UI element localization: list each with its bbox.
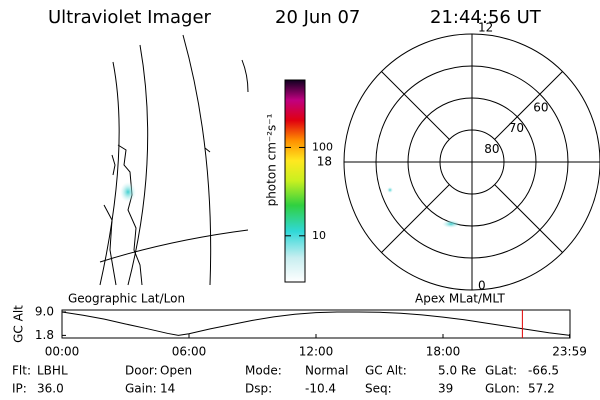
x-tick-label: 12:00 xyxy=(299,345,334,359)
colorbar xyxy=(284,79,306,283)
geographic-map xyxy=(99,34,249,286)
aurora-spot xyxy=(387,187,393,193)
status-key: Seq: xyxy=(365,382,392,396)
colorbar-label: photon cm⁻²s⁻¹ xyxy=(265,113,279,206)
status-value: 14 xyxy=(160,382,175,396)
timeline: 00:00 06:00 12:00 18:00 23:59 9.0 1.8 xyxy=(35,304,587,358)
y-tick-label: 1.8 xyxy=(35,328,54,342)
status-key: GC Alt: xyxy=(365,364,407,378)
status-value: -66.5 xyxy=(528,364,559,378)
polar-plot: 807060126018 xyxy=(317,21,600,293)
x-tick-label: 06:00 xyxy=(172,345,207,359)
colorbar-tick-label: 10 xyxy=(312,229,326,242)
status-bar: Flt: LBHL Door: Open Mode: Normal GC Alt: 5.0 R… xyxy=(12,364,559,396)
status-key: Gain: xyxy=(125,382,157,396)
status-key: Mode: xyxy=(245,364,282,378)
status-key: IP: xyxy=(12,382,27,396)
y-axis-label: GC Alt xyxy=(12,305,26,343)
mlt-line xyxy=(381,71,450,140)
mlt-label: 0 xyxy=(478,279,486,293)
lat-label: 60 xyxy=(533,101,548,115)
status-value: 39 xyxy=(438,382,453,396)
status-value: Normal xyxy=(305,364,348,378)
status-value: LBHL xyxy=(37,364,68,378)
altitude-line xyxy=(61,311,571,336)
mlt-label: 12 xyxy=(478,21,493,35)
status-value: Open xyxy=(160,364,192,378)
aurora-spot xyxy=(442,220,460,228)
status-key: Door: xyxy=(125,364,158,378)
mlt-line xyxy=(494,184,563,253)
left-label: Geographic Lat/Lon xyxy=(68,292,185,306)
aurora-spot xyxy=(120,182,136,202)
mlt-line xyxy=(494,71,563,140)
title: Ultraviolet Imager xyxy=(48,7,212,28)
colorbar-tick-label: 100 xyxy=(312,140,333,153)
status-key: GLat: xyxy=(485,364,517,378)
date: 20 Jun 07 xyxy=(275,7,360,28)
x-tick-label: 23:59 xyxy=(552,345,587,359)
status-key: GLon: xyxy=(485,382,520,396)
x-tick-label: 18:00 xyxy=(426,345,461,359)
status-value: 57.2 xyxy=(528,382,555,396)
status-value: -10.4 xyxy=(305,382,336,396)
mlt-label: 18 xyxy=(317,155,332,169)
mlt-line xyxy=(381,184,450,253)
status-value: 5.0 Re xyxy=(438,364,476,378)
status-key: Flt: xyxy=(12,364,31,378)
y-tick-label: 9.0 xyxy=(35,304,54,318)
status-value: 36.0 xyxy=(37,382,64,396)
lat-label: 80 xyxy=(484,142,499,156)
lat-label: 70 xyxy=(509,121,524,135)
x-tick-label: 00:00 xyxy=(45,345,80,359)
right-label: Apex MLat/MLT xyxy=(415,292,505,306)
time: 21:44:56 UT xyxy=(430,7,542,28)
status-key: Dsp: xyxy=(245,382,272,396)
